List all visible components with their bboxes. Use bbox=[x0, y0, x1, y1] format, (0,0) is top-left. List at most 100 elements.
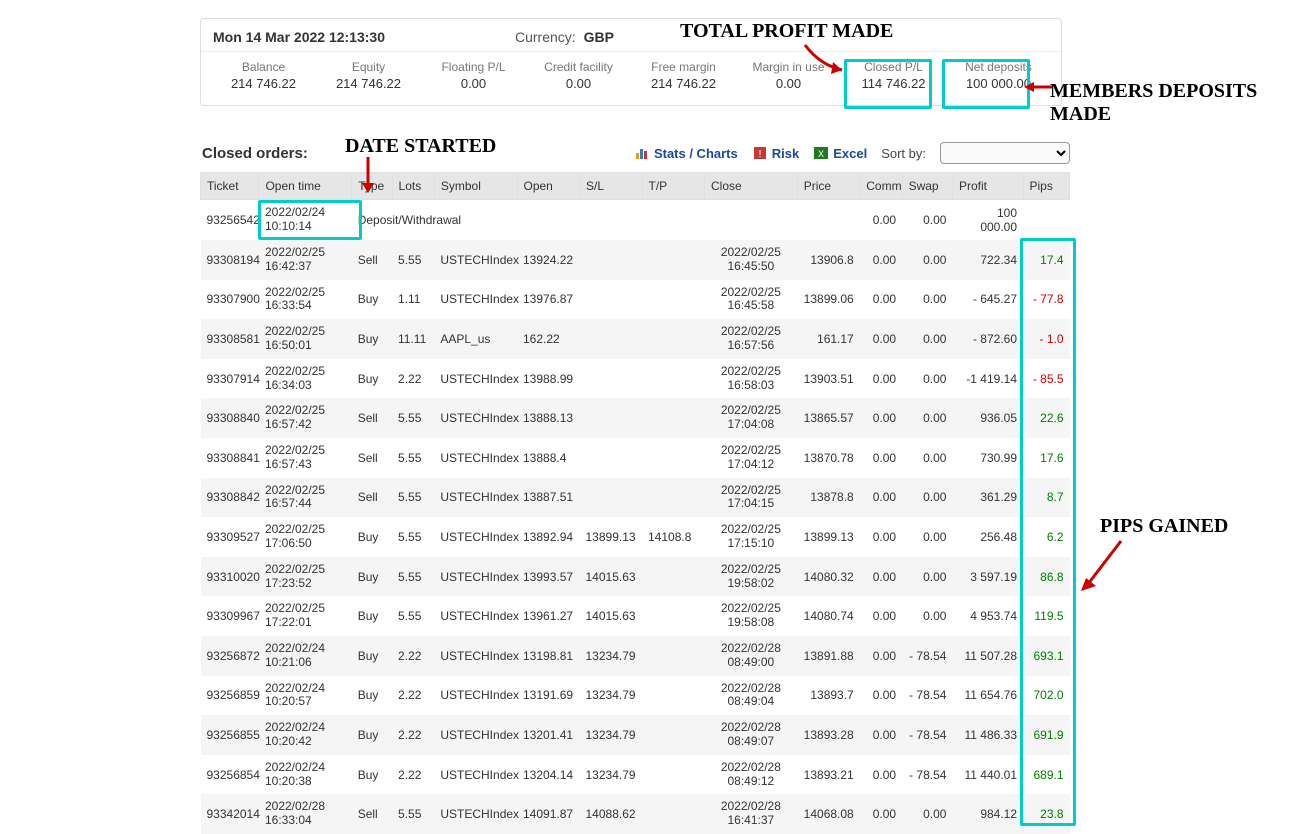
lots-cell: 5.55 bbox=[392, 557, 434, 597]
summary-free-margin: Free margin214 746.22 bbox=[631, 58, 736, 93]
lots-cell: 2.22 bbox=[392, 755, 434, 795]
sort-by-label: Sort by: bbox=[881, 146, 926, 161]
type-cell: Buy bbox=[352, 676, 392, 716]
symbol-cell: USTECHIndex bbox=[434, 280, 517, 320]
excel-icon: X bbox=[813, 145, 829, 161]
comm-cell: 0.00 bbox=[860, 240, 902, 280]
summary-value: 100 000.00 bbox=[952, 76, 1045, 91]
sl-cell bbox=[580, 280, 643, 320]
column-open[interactable]: Open bbox=[517, 173, 580, 200]
pips-cell: - 77.8 bbox=[1023, 280, 1069, 320]
stats-icon bbox=[634, 145, 650, 161]
tp-cell bbox=[642, 398, 705, 438]
tp-cell bbox=[642, 240, 705, 280]
ticket-cell: 93342014 bbox=[201, 794, 259, 834]
swap-cell: 0.00 bbox=[902, 478, 952, 518]
ticket-cell: 93307914 bbox=[201, 359, 259, 399]
column-swap[interactable]: Swap bbox=[902, 173, 952, 200]
summary-value: 114 746.22 bbox=[847, 76, 940, 91]
sl-cell: 14015.63 bbox=[580, 557, 643, 597]
pips-cell: 6.2 bbox=[1023, 517, 1069, 557]
column-pips[interactable]: Pips bbox=[1023, 173, 1069, 200]
comm-cell: 0.00 bbox=[860, 715, 902, 755]
price-cell: 13906.8 bbox=[797, 240, 860, 280]
pips-cell: 691.9 bbox=[1023, 715, 1069, 755]
open-cell: 13892.94 bbox=[517, 517, 580, 557]
price-cell: 13878.8 bbox=[797, 478, 860, 518]
open-cell: 162.22 bbox=[517, 319, 580, 359]
type-cell: Buy bbox=[352, 319, 392, 359]
type-cell: Buy bbox=[352, 636, 392, 676]
column-lots[interactable]: Lots bbox=[392, 173, 434, 200]
swap-cell: 0.00 bbox=[902, 794, 952, 834]
ticket-cell: 93309967 bbox=[201, 596, 259, 636]
summary-value: 214 746.22 bbox=[322, 76, 415, 91]
close-time-cell: 2022/02/2808:49:12 bbox=[705, 755, 798, 795]
profit-cell: 11 440.01 bbox=[952, 755, 1023, 795]
annotation-members-deposits: MEMBERS DEPOSITS MADE bbox=[1050, 80, 1293, 126]
profit-cell: 722.34 bbox=[952, 240, 1023, 280]
panel-top: Mon 14 Mar 2022 12:13:30 Currency: GBP bbox=[201, 19, 1061, 51]
column-comm[interactable]: Comm bbox=[860, 173, 902, 200]
lots-cell: 5.55 bbox=[392, 398, 434, 438]
comm-cell: 0.00 bbox=[860, 398, 902, 438]
stats-charts-link[interactable]: Stats / Charts bbox=[634, 145, 738, 161]
profit-cell: 256.48 bbox=[952, 517, 1023, 557]
comm-cell: 0.00 bbox=[860, 636, 902, 676]
pips-cell: - 85.5 bbox=[1023, 359, 1069, 399]
column-ticket[interactable]: Ticket bbox=[201, 173, 259, 200]
summary-credit-facility: Credit facility0.00 bbox=[526, 58, 631, 93]
close-time-cell: 2022/02/2816:41:37 bbox=[705, 794, 798, 834]
summary-balance: Balance214 746.22 bbox=[211, 58, 316, 93]
price-cell: 13865.57 bbox=[797, 398, 860, 438]
summary-row: Balance214 746.22Equity214 746.22Floatin… bbox=[201, 52, 1061, 105]
swap-cell: 0.00 bbox=[902, 240, 952, 280]
open-time-cell: 2022/02/2517:23:52 bbox=[259, 557, 352, 597]
sort-by-select[interactable] bbox=[940, 142, 1070, 164]
table-header-row: TicketOpen timeTypeLotsSymbolOpenS/LT/PC… bbox=[201, 173, 1070, 200]
excel-link[interactable]: X Excel bbox=[813, 145, 867, 161]
pips-cell: 119.5 bbox=[1023, 596, 1069, 636]
swap-cell: 0.00 bbox=[902, 438, 952, 478]
column-s-l[interactable]: S/L bbox=[580, 173, 643, 200]
column-profit[interactable]: Profit bbox=[952, 173, 1023, 200]
open-time-cell: 2022/02/2410:21:06 bbox=[259, 636, 352, 676]
currency-wrap: Currency: GBP bbox=[515, 29, 614, 45]
column-symbol[interactable]: Symbol bbox=[434, 173, 517, 200]
type-cell: Buy bbox=[352, 280, 392, 320]
lots-cell: 5.55 bbox=[392, 794, 434, 834]
open-cell: 13976.87 bbox=[517, 280, 580, 320]
ticket-cell: 93308194 bbox=[201, 240, 259, 280]
close-time-cell: 2022/02/2517:04:08 bbox=[705, 398, 798, 438]
symbol-cell: USTECHIndex bbox=[434, 755, 517, 795]
tp-cell bbox=[642, 715, 705, 755]
profit-cell: 984.12 bbox=[952, 794, 1023, 834]
column-price[interactable]: Price bbox=[797, 173, 860, 200]
column-type[interactable]: Type bbox=[352, 173, 392, 200]
open-cell: 13988.99 bbox=[517, 359, 580, 399]
open-time-cell: 2022/02/2516:34:03 bbox=[259, 359, 352, 399]
price-cell: 14068.08 bbox=[797, 794, 860, 834]
swap-cell: - 78.54 bbox=[902, 676, 952, 716]
profit-cell: -1 419.14 bbox=[952, 359, 1023, 399]
symbol-cell: USTECHIndex bbox=[434, 715, 517, 755]
column-t-p[interactable]: T/P bbox=[642, 173, 705, 200]
closed-orders-table: TicketOpen timeTypeLotsSymbolOpenS/LT/PC… bbox=[200, 172, 1070, 834]
risk-link[interactable]: ! Risk bbox=[752, 145, 799, 161]
summary-value: 0.00 bbox=[742, 76, 835, 91]
table-row: 933088422022/02/2516:57:44Sell5.55USTECH… bbox=[201, 478, 1070, 518]
profit-cell: - 645.27 bbox=[952, 280, 1023, 320]
svg-text:!: ! bbox=[758, 149, 761, 160]
price-cell: 13903.51 bbox=[797, 359, 860, 399]
open-cell: 13191.69 bbox=[517, 676, 580, 716]
ticket-cell: 93256854 bbox=[201, 755, 259, 795]
arrow-pips-gained bbox=[1076, 536, 1126, 596]
summary-net-deposits: Net deposits100 000.00 bbox=[946, 58, 1051, 93]
column-open-time[interactable]: Open time bbox=[259, 173, 352, 200]
column-close[interactable]: Close bbox=[705, 173, 798, 200]
symbol-cell: AAPL_us bbox=[434, 319, 517, 359]
summary-value: 214 746.22 bbox=[217, 76, 310, 91]
swap-cell: 0.00 bbox=[902, 398, 952, 438]
profit-cell: 4 953.74 bbox=[952, 596, 1023, 636]
open-time-cell: 2022/02/2516:42:37 bbox=[259, 240, 352, 280]
